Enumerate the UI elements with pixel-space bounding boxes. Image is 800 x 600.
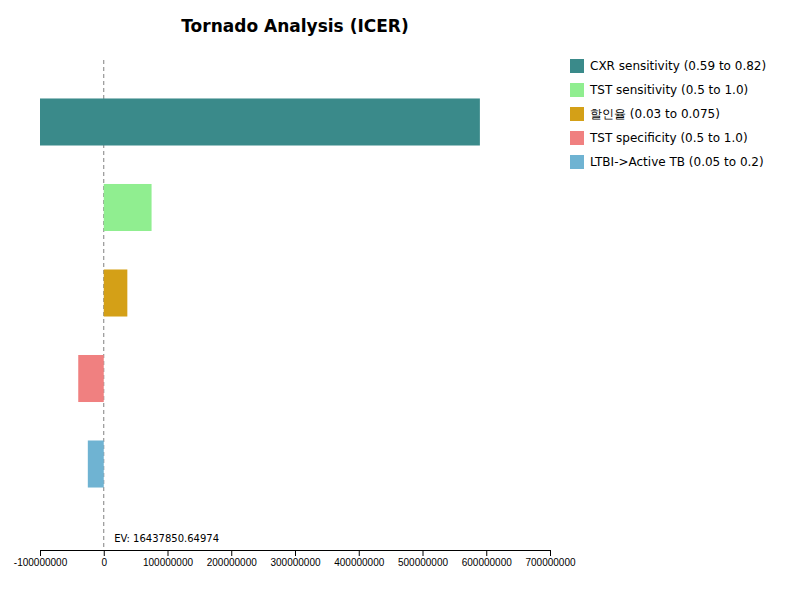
bar [40, 98, 480, 145]
tick-label: 500000000 [398, 557, 448, 568]
tick-label: 600000000 [462, 557, 512, 568]
tick-mark [550, 550, 551, 556]
tick: -100000000 [14, 550, 68, 568]
tick-label: 200000000 [207, 557, 257, 568]
legend-label: 할인율 (0.03 to 0.075) [590, 107, 720, 121]
legend-label: CXR sensitivity (0.59 to 0.82) [590, 59, 766, 73]
chart: Tornado Analysis (ICER) -100000000 0 100000… [0, 0, 800, 600]
legend-swatch [570, 107, 584, 121]
legend-item: TST specificity (0.5 to 1.0) [570, 131, 748, 145]
tick: 500000000 [398, 550, 448, 568]
legend: CXR sensitivity (0.59 to 0.82) TST sensit… [570, 59, 766, 169]
tick-mark [40, 550, 41, 556]
tick-mark [423, 550, 424, 556]
tick-label: 0 [101, 557, 107, 568]
legend-swatch [570, 83, 584, 97]
legend-swatch [570, 131, 584, 145]
tick-mark [295, 550, 296, 556]
tick-mark [231, 550, 232, 556]
plot: -100000000 0 100000000 200000000 300000000 40… [14, 60, 576, 568]
bar [88, 440, 104, 487]
axis-line [41, 551, 551, 557]
tick: 200000000 [207, 550, 257, 568]
tick: 700000000 [525, 550, 575, 568]
legend-item: LTBI->Active TB (0.05 to 0.2) [570, 155, 764, 169]
tick-label: 400000000 [334, 557, 384, 568]
bar [104, 269, 128, 316]
tick-label: 700000000 [525, 557, 575, 568]
legend-swatch [570, 155, 584, 169]
tick-label: 300000000 [270, 557, 320, 568]
tick: 300000000 [270, 550, 320, 568]
x-axis: -100000000 0 100000000 200000000 300000000 40… [14, 550, 576, 568]
legend-label: TST sensitivity (0.5 to 1.0) [589, 83, 748, 97]
annotation: EV: 16437850.64974 [114, 533, 219, 544]
legend-swatch [570, 59, 584, 73]
marks [40, 60, 480, 550]
legend-item: TST sensitivity (0.5 to 1.0) [570, 83, 748, 97]
legend-label: LTBI->Active TB (0.05 to 0.2) [590, 155, 764, 169]
bar [78, 355, 104, 402]
tick: 100000000 [143, 550, 193, 568]
tick-label: -100000000 [14, 557, 68, 568]
tick-label: 100000000 [143, 557, 193, 568]
tick-mark [168, 550, 169, 556]
tick-mark [486, 550, 487, 556]
tick-mark [104, 550, 105, 556]
title: Tornado Analysis (ICER) [181, 16, 408, 36]
tick: 600000000 [462, 550, 512, 568]
tick: 400000000 [334, 550, 384, 568]
bar [104, 184, 152, 231]
tick-mark [359, 550, 360, 556]
legend-item: CXR sensitivity (0.59 to 0.82) [570, 59, 766, 73]
tick: 0 [101, 550, 107, 568]
legend-item: 할인율 (0.03 to 0.075) [570, 107, 720, 121]
legend-label: TST specificity (0.5 to 1.0) [589, 131, 748, 145]
